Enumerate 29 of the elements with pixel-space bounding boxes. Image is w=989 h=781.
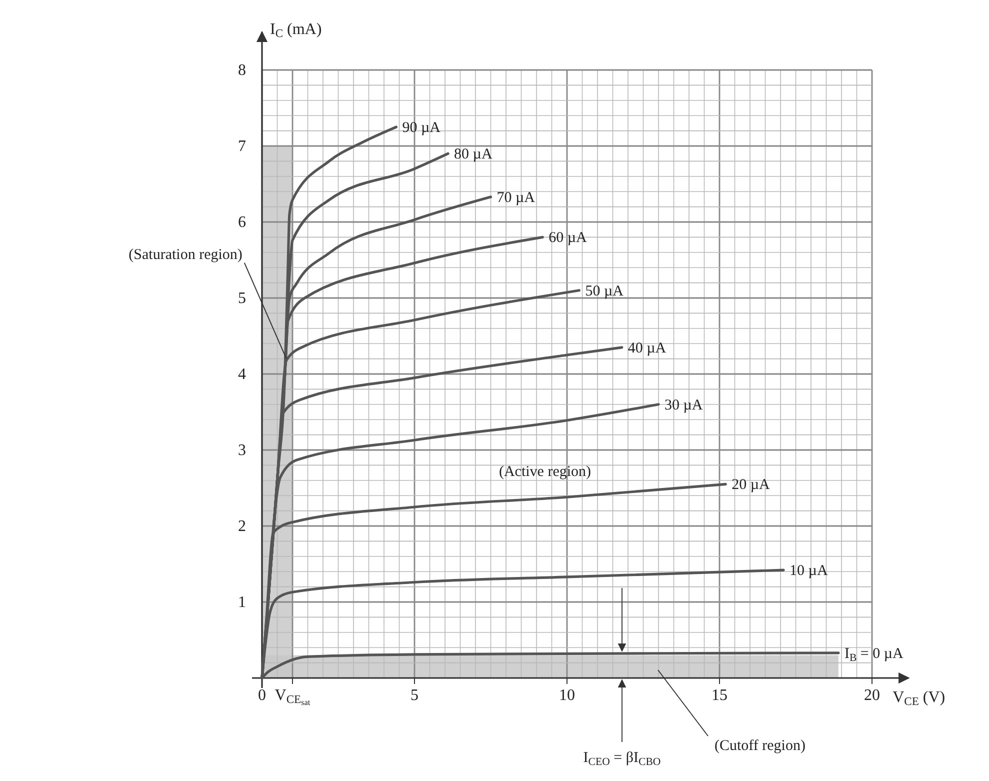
y-tick-label: 6 — [238, 214, 246, 231]
y-tick-label: 5 — [238, 290, 246, 307]
series-label: I$_{B}$ = 0 µA — [844, 646, 904, 664]
y-tick-label: 2 — [238, 518, 246, 535]
x-tick-label: 10 — [559, 687, 575, 704]
x-tick-label: 5 — [410, 687, 418, 704]
y-tick-label: 8 — [238, 62, 246, 79]
y-tick-label: 4 — [238, 366, 246, 383]
x-tick-label: 20 — [864, 687, 880, 704]
series-label: 40 µA — [628, 340, 666, 356]
x-tick-label: 0 — [258, 687, 266, 704]
series-label: 90 µA — [402, 120, 441, 136]
x-tick-label: 15 — [712, 687, 728, 704]
y-tick-label: 7 — [238, 138, 246, 155]
text: I$_{CEO}$ = βI$_{CBO}$ — [583, 750, 661, 768]
series-label: 60 µA — [548, 230, 587, 246]
series-label: 80 µA — [454, 146, 492, 163]
series-label: 20 µA — [732, 477, 770, 494]
series-label: 30 µA — [664, 397, 703, 414]
annotation: (Active region) — [498, 464, 592, 480]
x-axis-title: V$_{CE}$ (V) — [892, 689, 946, 708]
y-axis-title: I$_{C}$ (mA) — [270, 21, 322, 40]
y-tick-label: 1 — [238, 594, 246, 611]
series-label: 70 µA — [496, 190, 536, 206]
series-label: 50 µA — [585, 283, 624, 300]
y-tick-label: 3 — [238, 442, 246, 459]
text: (Cutoff region) — [714, 738, 806, 754]
annotation: (Saturation region) — [128, 246, 242, 263]
series-label: 10 µA — [790, 563, 828, 580]
